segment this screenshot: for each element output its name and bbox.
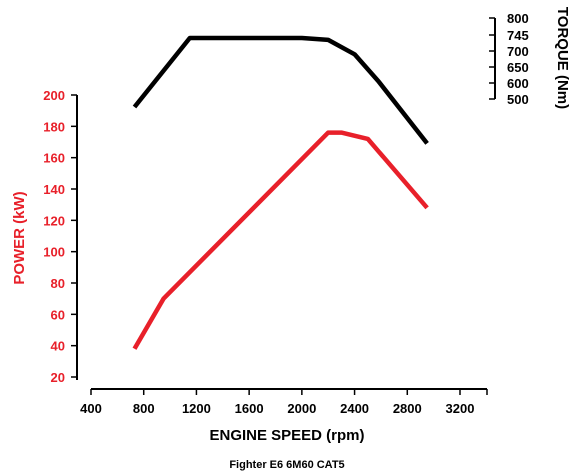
right-tick-label: 500 — [507, 92, 529, 107]
right-tick-label: 745 — [507, 28, 529, 43]
left-tick-label: 80 — [51, 276, 65, 291]
right-tick-label: 600 — [507, 76, 529, 91]
x-tick-label: 3200 — [446, 401, 475, 416]
left-tick-label: 60 — [51, 307, 65, 322]
left-tick-label: 180 — [43, 119, 65, 134]
series-layer — [132, 35, 429, 350]
right-tick-label: 700 — [507, 44, 529, 59]
x-tick-label: 2400 — [340, 401, 369, 416]
left-tick-label: 160 — [43, 151, 65, 166]
left-tick-label: 120 — [43, 213, 65, 228]
torque-series-line — [132, 35, 429, 145]
left-tick-label: 200 — [43, 88, 65, 103]
left-axis-title: POWER (kW) — [11, 191, 28, 284]
right-tick-label: 650 — [507, 60, 529, 75]
x-tick-label: 2800 — [393, 401, 422, 416]
x-tick-label: 400 — [80, 401, 102, 416]
chart-caption: Fighter E6 6M60 CAT5 — [229, 459, 344, 471]
left-tick-label: 20 — [51, 370, 65, 385]
power-series-line — [132, 130, 429, 350]
x-tick-label: 1600 — [235, 401, 264, 416]
x-tick-label: 800 — [133, 401, 155, 416]
x-axis-title: ENGINE SPEED (rpm) — [209, 427, 364, 444]
left-tick-label: 40 — [51, 339, 65, 354]
right-tick-label: 800 — [507, 11, 529, 26]
axes-layer: 400 800 1200 1600 2000 2400 2800 3200 20 40 60 80 10… — [43, 11, 528, 416]
x-tick-label: 1200 — [182, 401, 211, 416]
left-tick-label: 100 — [43, 245, 65, 260]
right-axis-title: TORQUE (Nm) — [554, 7, 571, 109]
x-tick-label: 2000 — [287, 401, 316, 416]
left-tick-label: 140 — [43, 182, 65, 197]
